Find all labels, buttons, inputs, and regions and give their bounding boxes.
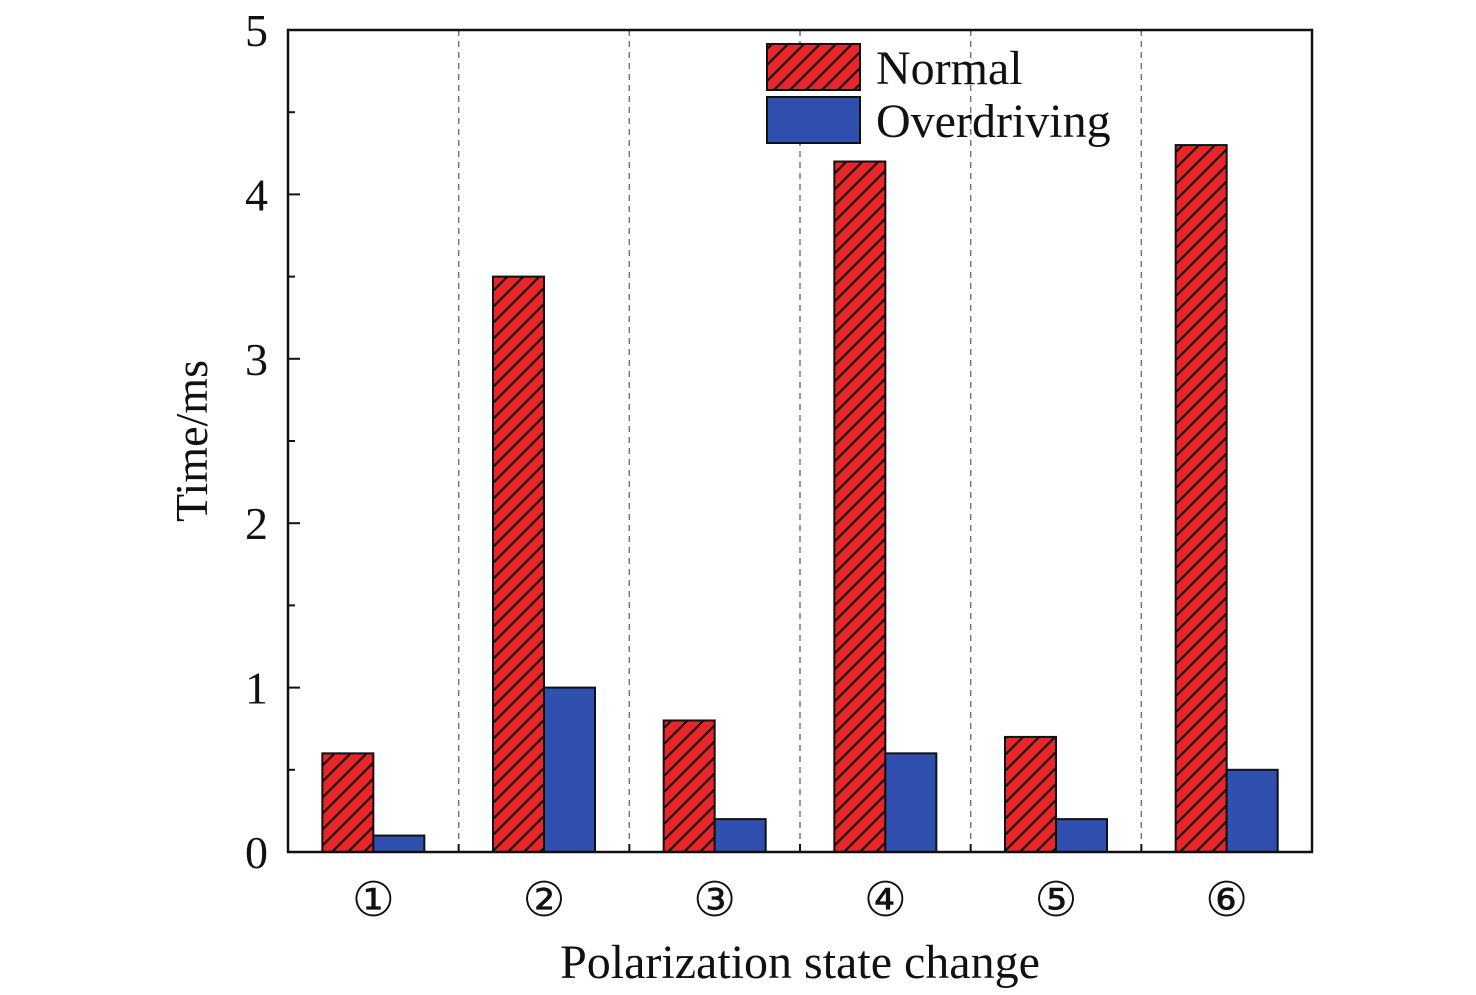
x-tick-label: ② — [522, 874, 565, 927]
legend-swatch-normal — [766, 43, 861, 91]
bar-normal-3 — [662, 719, 716, 853]
bar-overdriving-5 — [1055, 818, 1108, 853]
y-axis-label: Time/ms — [166, 360, 217, 522]
bar-overdriving-3 — [713, 818, 767, 853]
bar-overdriving-1 — [372, 834, 426, 853]
y-tick-label: 4 — [245, 169, 268, 220]
x-axis-label: Polarization state change — [560, 936, 1040, 989]
bar-overdriving-6 — [1225, 768, 1279, 853]
x-tick-label: ⑥ — [1205, 874, 1248, 927]
legend: Normal Overdriving — [766, 42, 1111, 148]
bar-normal-6 — [1174, 144, 1228, 853]
bar-normal-5 — [1004, 735, 1057, 853]
bar-normal-4 — [833, 160, 887, 853]
x-tick-label: ① — [352, 874, 395, 927]
legend-label-normal: Normal — [876, 42, 1023, 95]
x-tick-label: ⑤ — [1034, 874, 1077, 927]
legend-swatch-overdriving — [766, 96, 861, 144]
x-tick-label: ③ — [693, 874, 736, 927]
bar-normal-1 — [321, 752, 375, 853]
y-tick-label: 3 — [245, 334, 268, 385]
x-tick-label: ④ — [864, 874, 907, 927]
y-tick-label: 2 — [245, 498, 268, 549]
y-tick-label: 5 — [245, 5, 268, 56]
legend-label-overdriving: Overdriving — [876, 95, 1111, 148]
bar-overdriving-2 — [543, 686, 596, 853]
bar-normal-2 — [492, 275, 545, 854]
y-tick-label: 1 — [245, 663, 268, 714]
y-tick-label: 0 — [245, 827, 268, 878]
bar-overdriving-4 — [884, 752, 938, 853]
